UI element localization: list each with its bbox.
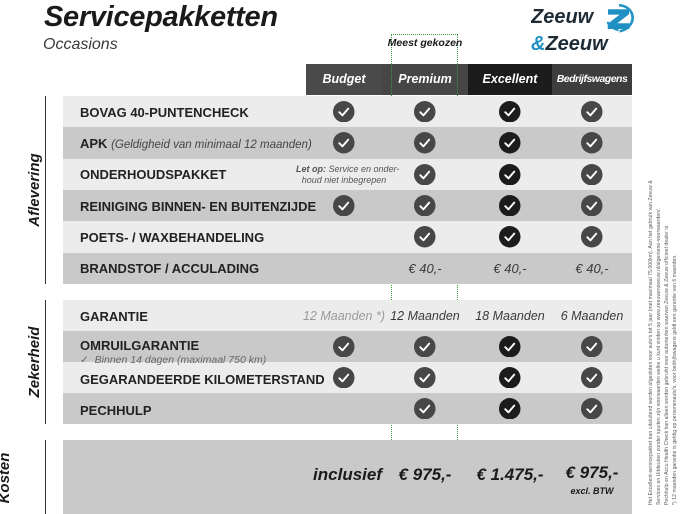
svg-text:Zeeuw: Zeeuw — [531, 6, 595, 28]
svg-text:&Zeeuw: &Zeeuw — [531, 33, 609, 55]
